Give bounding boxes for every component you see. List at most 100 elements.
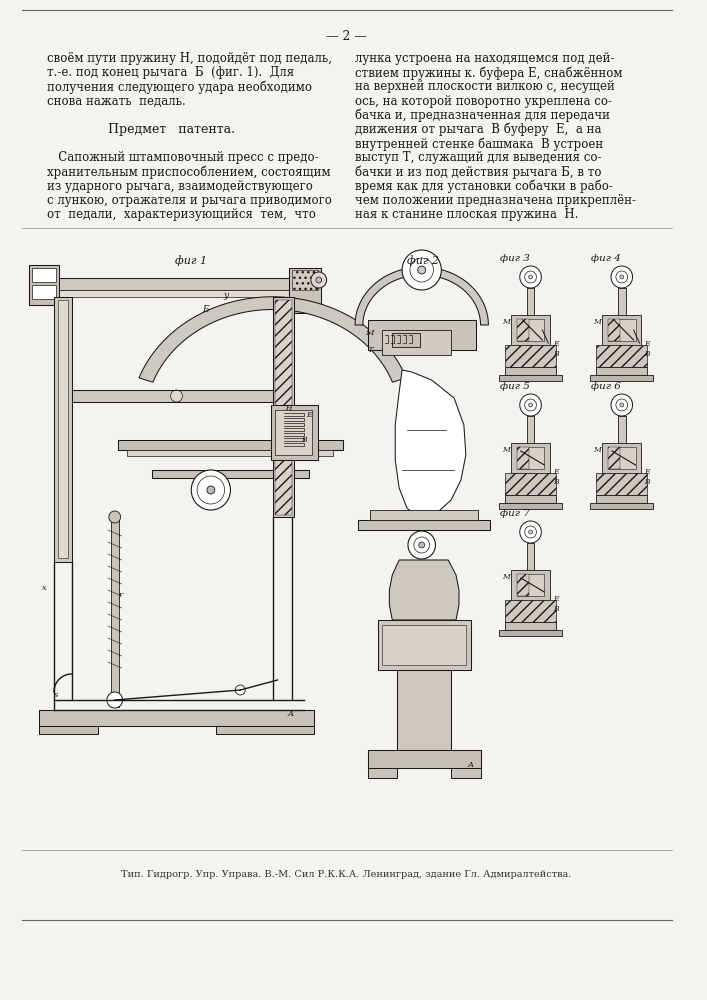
Bar <box>30 265 59 305</box>
Bar <box>399 560 448 620</box>
Bar <box>274 300 292 515</box>
Text: внутренней стенке башмака  В устроен: внутренней стенке башмака В устроен <box>355 137 603 151</box>
Bar <box>368 768 397 778</box>
Text: E: E <box>553 468 559 476</box>
Polygon shape <box>390 560 459 620</box>
Text: бачка и, предназначенная для передачи: бачка и, предназначенная для передачи <box>355 109 610 122</box>
Polygon shape <box>139 297 407 382</box>
Text: Сапожный штамповочный пресс с предо-: Сапожный штамповочный пресс с предо- <box>47 151 319 164</box>
Text: s: s <box>54 691 58 699</box>
Text: снова нажать  педаль.: снова нажать педаль. <box>47 95 186 108</box>
Bar <box>608 447 636 469</box>
Bar <box>382 330 451 355</box>
Bar <box>505 367 556 375</box>
Text: A: A <box>287 710 293 718</box>
Circle shape <box>311 272 327 288</box>
Text: хранительным приспособлением, состоящим: хранительным приспособлением, состоящим <box>47 166 331 179</box>
Text: т.-е. под конец рычага  Б  (фиг. 1).  Для: т.-е. под конец рычага Б (фиг. 1). Для <box>47 66 294 79</box>
Bar <box>505 473 556 495</box>
Bar <box>590 375 653 381</box>
Bar <box>117 440 344 450</box>
Bar <box>368 750 481 768</box>
Bar <box>511 570 550 600</box>
Circle shape <box>191 470 230 510</box>
Bar <box>505 600 556 622</box>
Circle shape <box>414 537 430 553</box>
Polygon shape <box>355 267 489 325</box>
Text: E: E <box>644 340 650 348</box>
Text: x: x <box>42 584 47 592</box>
Bar <box>368 320 476 350</box>
Text: фиг 7: фиг 7 <box>500 509 530 518</box>
Text: выступ Т, служащий для выведения со-: выступ Т, служащий для выведения со- <box>355 151 602 164</box>
Circle shape <box>520 394 542 416</box>
Circle shape <box>419 542 425 548</box>
Text: E: E <box>644 468 650 476</box>
Text: E: E <box>306 411 312 419</box>
Text: Б: Б <box>203 306 209 314</box>
Bar <box>499 503 562 509</box>
Bar <box>517 574 544 596</box>
Bar <box>54 297 71 562</box>
Bar <box>527 416 534 451</box>
Text: M: M <box>502 573 510 581</box>
Bar <box>511 443 550 473</box>
Text: ось, на которой поворотно укреплена со-: ось, на которой поворотно укреплена со- <box>355 95 612 108</box>
Circle shape <box>616 399 628 411</box>
Text: M: M <box>502 318 510 326</box>
Bar <box>590 503 653 509</box>
Bar <box>271 405 317 460</box>
Text: на верхней плоскости вилкою с, несущей: на верхней плоскости вилкою с, несущей <box>355 80 615 93</box>
Bar <box>602 443 641 473</box>
Text: Тип. Гидрогр. Упр. Управа. В.-М. Сил Р.К.К.А. Ленинград, здание Гл. Адмиралтейст: Тип. Гидрогр. Упр. Управа. В.-М. Сил Р.К… <box>121 870 571 879</box>
Circle shape <box>620 403 624 407</box>
Circle shape <box>616 271 628 283</box>
Circle shape <box>235 685 245 695</box>
Circle shape <box>611 266 633 288</box>
Circle shape <box>107 692 122 708</box>
Bar <box>451 768 481 778</box>
Text: A: A <box>468 761 474 769</box>
Polygon shape <box>395 370 466 518</box>
Text: фиг 4: фиг 4 <box>591 254 621 263</box>
Text: B: B <box>644 478 650 486</box>
Text: B: B <box>553 350 559 358</box>
Circle shape <box>207 486 215 494</box>
Circle shape <box>418 266 426 274</box>
Bar <box>33 268 56 282</box>
Text: с лункою, отражателя и рычага приводимого: с лункою, отражателя и рычага приводимог… <box>47 194 332 207</box>
Bar <box>517 447 544 469</box>
Text: чем положении предназначена прикреплён-: чем положении предназначена прикреплён- <box>355 194 636 207</box>
Text: B: B <box>553 605 559 613</box>
Bar <box>499 375 562 381</box>
Bar <box>58 300 68 558</box>
Circle shape <box>620 275 624 279</box>
Circle shape <box>520 266 542 288</box>
Bar <box>527 288 534 323</box>
Bar <box>111 517 119 707</box>
Bar <box>274 410 312 455</box>
Bar <box>370 510 478 520</box>
Text: B: B <box>644 350 650 358</box>
Circle shape <box>109 511 121 523</box>
Bar <box>216 726 314 734</box>
Circle shape <box>525 271 537 283</box>
Bar <box>292 270 317 290</box>
Bar <box>517 447 529 469</box>
Bar <box>392 333 420 347</box>
Bar <box>358 520 491 530</box>
Text: своём пути пружину Н, подойдёт под педаль,: своём пути пружину Н, подойдёт под педал… <box>47 52 332 65</box>
Bar <box>397 670 451 750</box>
Text: r: r <box>119 591 122 599</box>
Text: фиг 3: фиг 3 <box>500 254 530 263</box>
Bar <box>33 285 56 299</box>
Bar <box>382 625 466 665</box>
Bar <box>505 345 556 367</box>
Circle shape <box>197 476 225 504</box>
Text: бачки и из под действия рычага Б, в то: бачки и из под действия рычага Б, в то <box>355 166 602 179</box>
Bar <box>596 367 648 375</box>
Bar <box>152 470 309 478</box>
Text: M: M <box>593 318 601 326</box>
Circle shape <box>520 521 542 543</box>
Circle shape <box>525 399 537 411</box>
